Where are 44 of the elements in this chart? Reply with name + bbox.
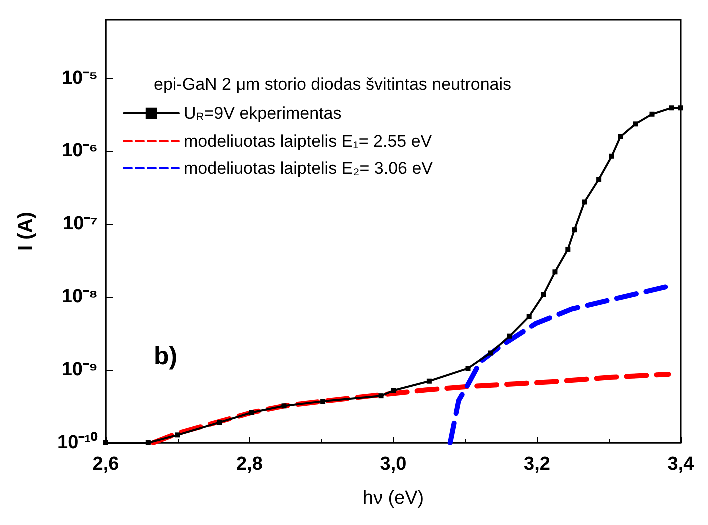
point bbox=[633, 122, 638, 127]
point bbox=[650, 112, 655, 117]
y-axis-title: I (A) bbox=[15, 212, 37, 251]
x-tick-label: 2,8 bbox=[236, 454, 263, 475]
point bbox=[282, 404, 287, 409]
point bbox=[618, 134, 624, 140]
point bbox=[610, 154, 614, 159]
point bbox=[552, 270, 558, 275]
annotation: b) bbox=[154, 342, 178, 370]
point bbox=[146, 440, 151, 446]
point bbox=[596, 176, 602, 182]
point bbox=[249, 410, 254, 416]
point bbox=[104, 440, 108, 446]
point bbox=[541, 292, 546, 298]
y-tick-label: 10⁻⁵ bbox=[62, 68, 98, 89]
legend-label: modeliuotas laiptelis E₂= 3.06 eV bbox=[184, 158, 434, 178]
point bbox=[217, 420, 222, 426]
point bbox=[378, 394, 384, 399]
x-tick-label: 3,2 bbox=[524, 454, 550, 475]
point bbox=[320, 399, 326, 404]
y-tick-label: 10⁻⁹ bbox=[62, 360, 98, 381]
x-axis-title: hν (eV) bbox=[362, 488, 424, 509]
point bbox=[678, 106, 684, 111]
point bbox=[426, 378, 432, 384]
point bbox=[466, 366, 471, 372]
point bbox=[572, 228, 578, 233]
legend-label: modeliuotas laiptelis E₁= 2.55 eV bbox=[184, 132, 433, 151]
point bbox=[175, 432, 180, 438]
point bbox=[391, 388, 396, 394]
point bbox=[526, 314, 532, 320]
point bbox=[507, 334, 512, 339]
legend-label: UR=9V ekperimentas bbox=[184, 104, 342, 124]
x-tick-label: 3,4 bbox=[668, 454, 695, 475]
x-tick-label: 2,6 bbox=[92, 454, 120, 475]
y-tick-label: 10⁻⁸ bbox=[62, 286, 98, 308]
x-tick-label: 3,0 bbox=[380, 454, 407, 475]
point bbox=[566, 246, 571, 252]
point bbox=[582, 200, 588, 205]
point bbox=[669, 106, 674, 111]
point bbox=[488, 350, 494, 356]
y-tick-label: 10⁻⁷ bbox=[63, 214, 98, 235]
y-tick-label: 10⁻⁶ bbox=[62, 140, 98, 162]
y-tick-label: 10⁻¹⁰ bbox=[58, 432, 98, 454]
legend-title: epi-GaN 2 μm storio diodas švitintas neutronais bbox=[154, 75, 512, 94]
